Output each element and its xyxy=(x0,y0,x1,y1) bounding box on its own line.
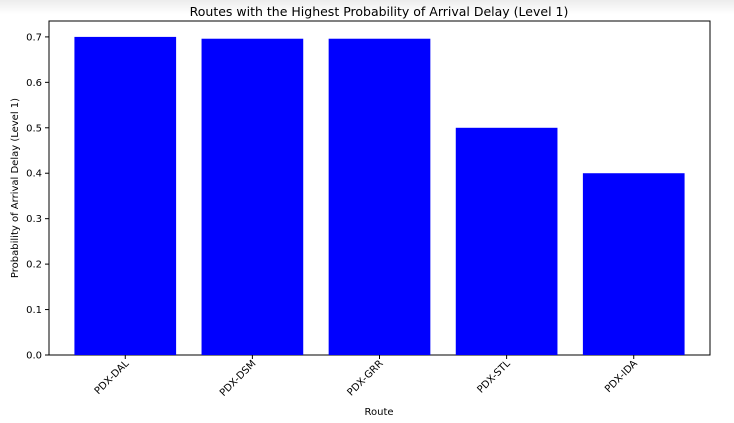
y-tick-label: 0.4 xyxy=(26,169,42,180)
x-tick-label: PDX-IDA xyxy=(603,358,640,395)
x-tick-label: PDX-GRR xyxy=(346,358,386,398)
window-top-shade xyxy=(0,0,734,14)
y-tick-label: 0.6 xyxy=(26,78,42,89)
x-tick-label: PDX-DAL xyxy=(93,358,132,397)
x-tick-label: PDX-DSM xyxy=(218,358,259,399)
bar-pdx-ida xyxy=(582,173,685,355)
plot-area: 0.00.10.20.30.40.50.60.7 PDX-DAL PDX-DSM P… xyxy=(26,20,711,399)
y-axis-label: Probability of Arrival Delay (Level 1) xyxy=(10,98,21,278)
bar-pdx-stl xyxy=(455,127,558,355)
bars-group xyxy=(74,36,685,356)
chart-title: Routes with the Highest Probability of A… xyxy=(190,4,569,19)
y-tick-label: 0.0 xyxy=(26,351,42,362)
y-tick-label: 0.3 xyxy=(26,214,42,225)
y-axis-ticks: 0.0 0.1 0.2 0.3 0.4 0.5 0.6 0.7 xyxy=(26,32,49,362)
x-axis-label: Route xyxy=(364,407,393,418)
bar-pdx-dsm xyxy=(201,38,304,356)
y-tick-label: 0.1 xyxy=(26,305,42,316)
y-tick-label: 0.7 xyxy=(26,32,42,43)
y-tick-label: 0.2 xyxy=(26,260,42,271)
x-axis-ticks: PDX-DAL PDX-DSM PDX-GRR PDX-STL PDX-IDA xyxy=(93,355,640,399)
x-tick-label: PDX-STL xyxy=(475,358,513,396)
y-tick-label: 0.5 xyxy=(26,123,42,134)
bar-pdx-dal xyxy=(74,36,177,356)
bar-pdx-grr xyxy=(328,38,431,356)
